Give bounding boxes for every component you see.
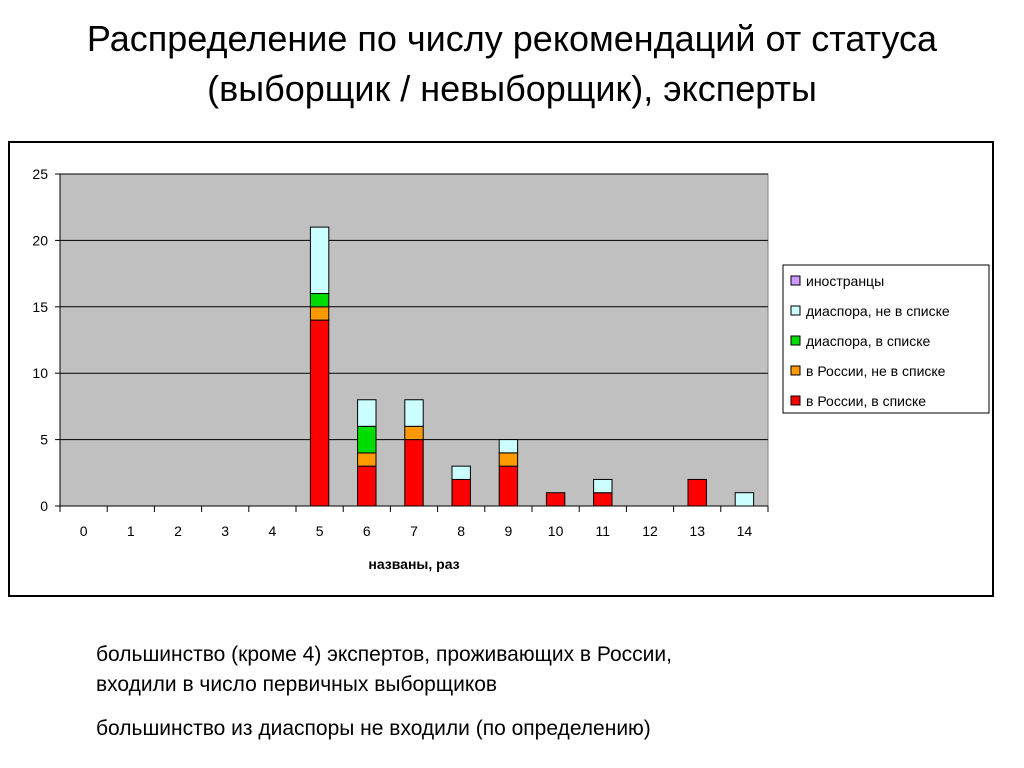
chart-frame: 0 5 10 15 20 25 0 1 2 3 4 5 6 7 8 9 10 11 12 13 14 названы, р… <box>8 141 994 597</box>
slide-title: Распределение по числу рекомендаций от с… <box>0 14 1024 114</box>
x-axis-title: названы, раз <box>368 556 459 572</box>
legend-swatch <box>790 335 801 346</box>
x-tick-label: 1 <box>127 523 135 539</box>
y-tick-label: 25 <box>32 166 48 182</box>
x-tick-label: 14 <box>737 523 753 539</box>
x-tick-label: 10 <box>548 523 564 539</box>
bar-segment-7-s1 <box>404 425 424 441</box>
note-russia: большинство (кроме 4) экспертов, прожива… <box>96 643 672 696</box>
bar-segment-5-s1 <box>309 306 330 321</box>
title-line-2: (выборщик / невыборщик), эксперты <box>207 68 817 109</box>
x-tick-label: 3 <box>221 523 229 539</box>
legend-label: в России, в списке <box>806 393 926 409</box>
x-tick-label: 6 <box>363 523 371 539</box>
bar-segment-7-s3 <box>404 399 424 427</box>
y-tick-label: 10 <box>32 365 48 381</box>
title-line-1: Распределение по числу рекомендаций от с… <box>86 18 938 59</box>
y-tick-label: 5 <box>40 432 48 448</box>
bar-segment-14-s3 <box>734 492 755 507</box>
legend-label: иностранцы <box>806 273 884 289</box>
legend-swatch <box>790 365 801 376</box>
x-tick-label: 13 <box>689 523 705 539</box>
note-diaspora: большинство из диаспоры не входили (по о… <box>96 717 651 740</box>
x-tick-label: 2 <box>174 523 182 539</box>
bar-segment-6-s3 <box>357 399 377 427</box>
bar-segment-6-s2 <box>357 425 377 454</box>
x-tick-label: 8 <box>457 523 465 539</box>
x-tick-label: 4 <box>269 523 277 539</box>
bar-segment-9-s0 <box>498 465 519 507</box>
x-tick-label: 11 <box>596 523 611 539</box>
bar-segment-11-s3 <box>593 478 613 494</box>
bar-segment-6-s0 <box>357 465 377 507</box>
bar-segment-13-s0 <box>687 478 707 507</box>
bar-segment-11-s0 <box>593 492 613 507</box>
legend-box <box>782 264 990 414</box>
bar-segment-7-s0 <box>404 439 424 507</box>
x-tick-label: 12 <box>642 523 658 539</box>
legend-label: диаспора, в списке <box>806 333 931 349</box>
bar-segment-5-s0 <box>309 319 330 507</box>
legend-label: в России, не в списке <box>806 363 946 379</box>
y-tick-label: 0 <box>40 498 48 514</box>
x-tick-label: 7 <box>410 523 418 539</box>
bar-segment-10-s0 <box>545 492 566 507</box>
notes: большинство (кроме 4) экспертов, прожива… <box>96 640 996 758</box>
y-tick-label: 20 <box>32 232 48 248</box>
x-tick-label: 5 <box>316 523 324 539</box>
y-tick-label: 15 <box>32 299 48 315</box>
legend-swatch <box>790 395 801 406</box>
bar-segment-6-s1 <box>357 452 377 467</box>
bar-segment-8-s3 <box>451 465 471 480</box>
legend-swatch <box>790 305 801 316</box>
x-tick-label: 9 <box>505 523 513 539</box>
bar-segment-5-s2 <box>309 293 330 308</box>
bar-segment-8-s0 <box>451 478 471 507</box>
bar-segment-9-s1 <box>498 452 519 467</box>
legend-swatch <box>790 275 801 286</box>
bar-segment-9-s3 <box>498 439 519 454</box>
x-tick-label: 0 <box>80 523 88 539</box>
bar-segment-5-s3 <box>309 226 330 295</box>
legend-label: диаспора, не в списке <box>806 303 950 319</box>
